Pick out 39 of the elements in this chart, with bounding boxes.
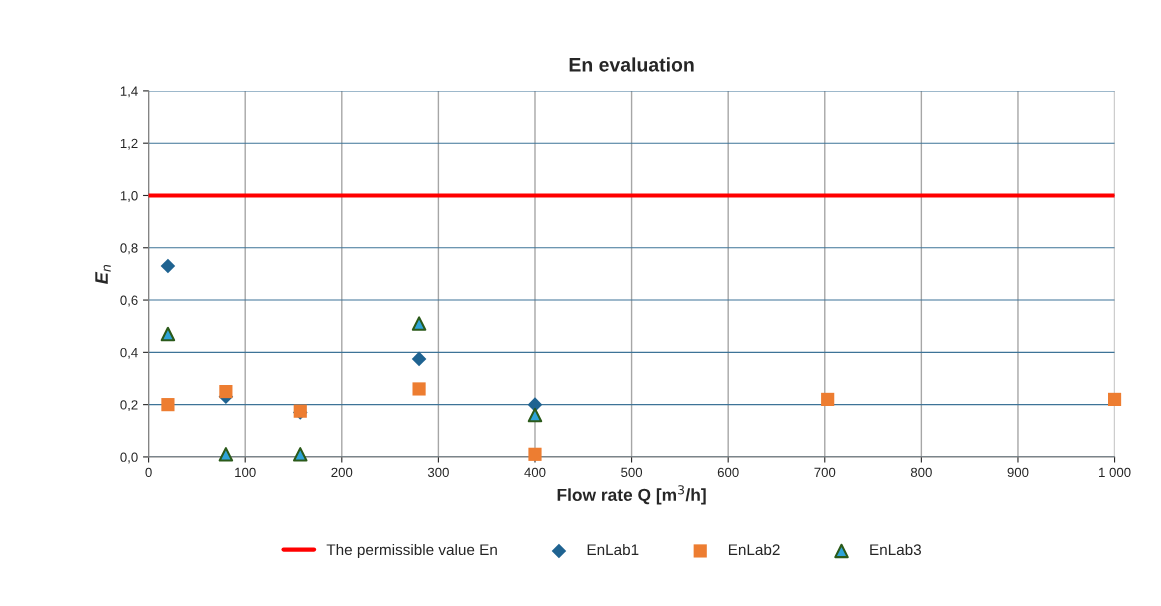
x-tick-label: 700 [814, 467, 836, 478]
y-tick-label: 0,6 [120, 295, 138, 307]
x-tick-label: 1 000 [1099, 467, 1131, 478]
point [160, 326, 176, 342]
point [821, 392, 835, 406]
x-tick-label: 400 [524, 467, 546, 478]
point [1107, 392, 1122, 406]
legend-label: The permissible value En [326, 543, 497, 559]
x-tick-label: 300 [427, 467, 449, 478]
point [411, 316, 427, 331]
legend-label: EnLab3 [870, 543, 922, 556]
chart-title: En evaluation [569, 57, 694, 72]
y-tick-label: 1,2 [120, 138, 138, 150]
legend-label: EnLab2 [728, 543, 780, 556]
point [411, 351, 427, 367]
y-tick-label: 0,4 [120, 347, 138, 359]
point [161, 398, 175, 412]
point [412, 382, 426, 396]
point [527, 407, 543, 423]
x-tick-label: 0 [145, 467, 152, 478]
x-tick-label: 600 [717, 467, 739, 478]
point [293, 447, 308, 462]
x-tick-label: 900 [1007, 467, 1029, 478]
legend-label: EnLab1 [587, 543, 639, 556]
x-tick-label: 500 [621, 467, 643, 478]
y-axis-title: E$_{n}$ [95, 264, 111, 284]
x-axis-title: Flow rate Q [m$^{3}$/h] [557, 485, 706, 505]
x-tick-label: 200 [331, 467, 353, 478]
y-tick-label: 0,2 [120, 400, 138, 412]
point [528, 447, 542, 461]
point [160, 258, 176, 274]
x-tick-label: 800 [910, 467, 932, 478]
point [219, 384, 233, 399]
y-tick-label: 1,0 [120, 191, 138, 202]
y-tick-label: 0,0 [120, 452, 138, 464]
x-tick-label: 100 [235, 467, 256, 478]
y-tick-label: 1,4 [120, 86, 138, 98]
point [218, 447, 234, 462]
y-tick-label: 0,8 [120, 243, 138, 255]
